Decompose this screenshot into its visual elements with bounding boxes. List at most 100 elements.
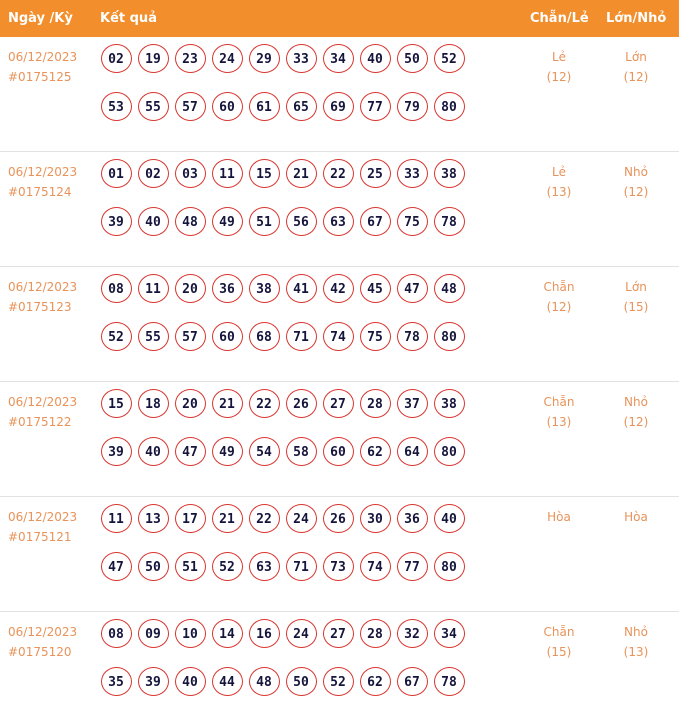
number-ball: 48 bbox=[174, 207, 206, 236]
results-table: 06/12/2023 #0175125 02 19 23 24 29 33 34 40 50 525… bbox=[0, 37, 679, 726]
header-date: Ngày /Kỳ bbox=[8, 11, 73, 26]
number-ball: 67 bbox=[359, 207, 391, 236]
number-ball: 55 bbox=[137, 92, 169, 121]
number-ball: 08 bbox=[100, 274, 132, 303]
number-ball: 36 bbox=[396, 504, 428, 533]
size-label: Hòa bbox=[624, 510, 648, 524]
number-ball: 02 bbox=[100, 44, 132, 73]
number-ball: 60 bbox=[211, 92, 243, 121]
draw-date: 06/12/2023 bbox=[8, 395, 78, 409]
number-ball: 13 bbox=[137, 504, 169, 533]
number-balls: 08 11 20 36 38 41 42 45 47 48 52 55 57 60 68 71 74 75 78 80 bbox=[98, 274, 488, 370]
number-balls: 15 18 20 21 22 26 27 28 37 38 39 40 47 49 54 58 60 62 64 80 bbox=[98, 389, 488, 485]
number-ball: 52 bbox=[100, 322, 132, 351]
number-ball: 22 bbox=[248, 389, 280, 418]
number-ball: 03 bbox=[174, 159, 206, 188]
header-result: Kết quả bbox=[100, 11, 157, 26]
number-ball: 78 bbox=[396, 322, 428, 351]
number-ball: 15 bbox=[100, 389, 132, 418]
number-ball: 11 bbox=[211, 159, 243, 188]
draw-id[interactable]: #0175122 bbox=[8, 415, 72, 429]
number-balls: 11 13 17 21 22 24 26 30 36 40 47 50 51 52 63 71 73 74 77 80 bbox=[98, 504, 488, 600]
number-ball: 78 bbox=[433, 667, 465, 696]
number-ball: 47 bbox=[100, 552, 132, 581]
size-count: (15) bbox=[623, 300, 649, 314]
size-cell: Lớn (12) bbox=[601, 47, 671, 87]
table-row: 06/12/2023 #0175120 08 09 10 14 16 24 27 28 32 34 3… bbox=[0, 612, 679, 726]
number-ball: 74 bbox=[359, 552, 391, 581]
number-ball: 38 bbox=[248, 274, 280, 303]
draw-id[interactable]: #0175124 bbox=[8, 185, 72, 199]
number-ball: 51 bbox=[248, 207, 280, 236]
number-ball: 52 bbox=[322, 667, 354, 696]
parity-count: (12) bbox=[546, 300, 572, 314]
number-ball: 33 bbox=[396, 159, 428, 188]
number-ball: 19 bbox=[137, 44, 169, 73]
number-ball: 21 bbox=[211, 389, 243, 418]
number-ball: 10 bbox=[174, 619, 206, 648]
parity-count: (13) bbox=[546, 185, 572, 199]
number-ball: 62 bbox=[359, 437, 391, 466]
size-label: Nhỏ bbox=[624, 395, 648, 409]
draw-id[interactable]: #0175121 bbox=[8, 530, 72, 544]
number-ball: 48 bbox=[248, 667, 280, 696]
number-ball: 47 bbox=[396, 274, 428, 303]
table-row: 06/12/2023 #0175121 11 13 17 21 22 24 26 30 36 40 4… bbox=[0, 497, 679, 612]
parity-count: (12) bbox=[546, 70, 572, 84]
number-ball: 11 bbox=[137, 274, 169, 303]
header-size: Lớn/Nhỏ bbox=[606, 11, 667, 26]
number-ball: 37 bbox=[396, 389, 428, 418]
table-row: 06/12/2023 #0175124 01 02 03 11 15 21 22 25 33 38 3… bbox=[0, 152, 679, 267]
number-ball: 75 bbox=[396, 207, 428, 236]
number-ball: 15 bbox=[248, 159, 280, 188]
number-ball: 11 bbox=[100, 504, 132, 533]
number-ball: 60 bbox=[211, 322, 243, 351]
number-ball: 40 bbox=[137, 437, 169, 466]
table-row: 06/12/2023 #0175125 02 19 23 24 29 33 34 40 50 52 5… bbox=[0, 37, 679, 152]
number-ball: 35 bbox=[100, 667, 132, 696]
number-ball: 79 bbox=[396, 92, 428, 121]
number-ball: 50 bbox=[285, 667, 317, 696]
number-ball: 24 bbox=[285, 619, 317, 648]
number-ball: 55 bbox=[137, 322, 169, 351]
size-cell: Hòa bbox=[601, 507, 671, 527]
size-count: (12) bbox=[623, 415, 649, 429]
draw-date: 06/12/2023 bbox=[8, 50, 78, 64]
number-ball: 64 bbox=[396, 437, 428, 466]
size-cell: Nhỏ (13) bbox=[601, 622, 671, 662]
number-ball: 57 bbox=[174, 322, 206, 351]
number-ball: 49 bbox=[211, 437, 243, 466]
number-ball: 38 bbox=[433, 389, 465, 418]
number-ball: 09 bbox=[137, 619, 169, 648]
number-ball: 68 bbox=[248, 322, 280, 351]
draw-id[interactable]: #0175120 bbox=[8, 645, 72, 659]
number-ball: 53 bbox=[100, 92, 132, 121]
number-ball: 22 bbox=[322, 159, 354, 188]
number-ball: 56 bbox=[285, 207, 317, 236]
number-ball: 47 bbox=[174, 437, 206, 466]
number-ball: 60 bbox=[322, 437, 354, 466]
size-count: (12) bbox=[623, 185, 649, 199]
number-ball: 61 bbox=[248, 92, 280, 121]
draw-date: 06/12/2023 bbox=[8, 165, 78, 179]
number-ball: 34 bbox=[322, 44, 354, 73]
draw-id[interactable]: #0175125 bbox=[8, 70, 72, 84]
number-ball: 24 bbox=[285, 504, 317, 533]
parity-label: Chẵn bbox=[543, 280, 575, 294]
parity-label: Hòa bbox=[547, 510, 571, 524]
number-ball: 52 bbox=[211, 552, 243, 581]
size-cell: Nhỏ (12) bbox=[601, 162, 671, 202]
number-ball: 27 bbox=[322, 389, 354, 418]
size-label: Nhỏ bbox=[624, 165, 648, 179]
number-ball: 26 bbox=[322, 504, 354, 533]
number-ball: 54 bbox=[248, 437, 280, 466]
number-ball: 67 bbox=[396, 667, 428, 696]
number-ball: 50 bbox=[137, 552, 169, 581]
draw-info: 06/12/2023 #0175124 bbox=[8, 162, 77, 202]
number-ball: 75 bbox=[359, 322, 391, 351]
number-ball: 71 bbox=[285, 552, 317, 581]
draw-id[interactable]: #0175123 bbox=[8, 300, 72, 314]
number-ball: 40 bbox=[137, 207, 169, 236]
number-ball: 63 bbox=[248, 552, 280, 581]
number-ball: 18 bbox=[137, 389, 169, 418]
